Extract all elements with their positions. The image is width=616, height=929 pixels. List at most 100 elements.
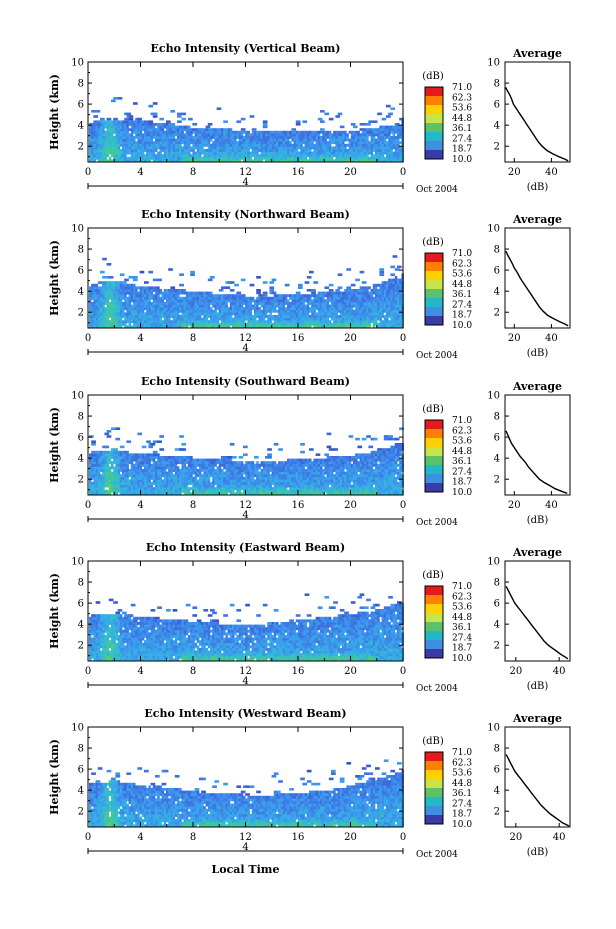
echo-cell (100, 151, 103, 155)
echo-cell (148, 489, 151, 493)
echo-cell (262, 136, 266, 139)
avg-y-tick-label: 8 (494, 79, 500, 90)
echo-speck (148, 120, 154, 123)
echo-cell (183, 291, 187, 295)
echo-cell (353, 136, 356, 139)
echo-cell (229, 309, 233, 313)
echo-cell (353, 143, 356, 147)
echo-cell (229, 156, 233, 160)
echo-cell (359, 325, 363, 329)
echo-cell (115, 283, 118, 287)
echo-cell (375, 130, 378, 134)
echo-cell (392, 302, 396, 305)
echo-cell (108, 482, 112, 485)
echo-cell (192, 156, 195, 160)
echo-cell (172, 463, 176, 467)
echo-cell (174, 125, 178, 129)
echo-cell (194, 302, 198, 305)
echo-cell (223, 141, 226, 145)
echo-cell (137, 133, 140, 137)
echo-cell (119, 299, 123, 303)
colorbar-swatch (425, 132, 443, 142)
echo-cell (353, 325, 356, 329)
echo-speck (150, 443, 156, 446)
echo-cell (205, 322, 209, 326)
echo-cell (115, 138, 118, 142)
echo-cell (168, 456, 171, 459)
echo-cell (353, 294, 356, 298)
echo-cell (377, 317, 380, 321)
echo-cell (232, 325, 235, 329)
echo-cell (298, 143, 301, 147)
echo-cell (295, 294, 299, 298)
echo-cell (93, 291, 96, 295)
echo-cell (306, 309, 310, 313)
echo-cell (221, 138, 224, 142)
echo-cell (201, 309, 204, 313)
echo-cell (194, 141, 198, 145)
echo-cell (104, 489, 107, 493)
echo-cell (372, 159, 376, 163)
echo-cell (368, 291, 371, 295)
echo-cell (188, 309, 191, 313)
echo-cell (124, 479, 127, 483)
echo-speck (192, 123, 198, 126)
echo-cell (137, 317, 140, 321)
echo-cell (322, 143, 325, 147)
echo-cell (397, 146, 400, 150)
echo-cell (326, 299, 330, 303)
echo-cell (381, 294, 385, 298)
echo-cell (216, 146, 220, 150)
echo-cell (174, 458, 178, 462)
echo-cell (146, 453, 149, 457)
echo-cell (339, 307, 343, 311)
echo-cell (133, 309, 136, 313)
echo-cell (399, 304, 402, 308)
echo-cell (106, 128, 110, 132)
echo-cell (394, 291, 398, 295)
echo-cell (218, 317, 222, 321)
echo-cell (128, 325, 132, 329)
echo-cell (128, 286, 132, 290)
echo-cell (137, 312, 140, 316)
echo-cell (104, 453, 107, 457)
echo-cell (117, 489, 121, 493)
echo-cell (196, 291, 200, 295)
echo-speck (359, 270, 365, 274)
echo-cell (214, 325, 217, 329)
echo-cell (225, 322, 228, 326)
echo-cell (227, 136, 231, 139)
echo-speck (390, 107, 396, 110)
echo-cell (232, 322, 235, 326)
echo-cell (185, 312, 189, 316)
echo-cell (141, 476, 145, 480)
echo-cell (150, 309, 154, 313)
echo-cell (139, 307, 143, 311)
echo-cell (155, 456, 158, 459)
echo-cell (144, 482, 147, 485)
echo-cell (170, 479, 173, 483)
echo-cell (190, 307, 193, 311)
echo-cell (201, 299, 204, 303)
echo-cell (111, 489, 114, 493)
echo-cell (256, 312, 259, 316)
echo-cell (170, 469, 173, 472)
echo-cell (379, 149, 382, 152)
echo-cell (161, 154, 165, 158)
echo-cell (183, 154, 187, 158)
echo-cell (392, 133, 396, 137)
colorbar-label: 62.3 (452, 259, 472, 269)
echo-cell (372, 315, 376, 318)
echo-cell (111, 296, 114, 300)
echo-speck (133, 102, 138, 105)
echo-cell (137, 143, 140, 147)
echo-cell (194, 291, 198, 295)
echo-cell (333, 294, 336, 298)
colorbar-swatch (425, 105, 443, 115)
echo-cell (91, 476, 94, 480)
echo-cell (247, 143, 250, 147)
echo-cell (150, 294, 154, 298)
echo-cell (128, 469, 132, 472)
echo-cell (166, 489, 169, 493)
echo-cell (342, 320, 345, 324)
